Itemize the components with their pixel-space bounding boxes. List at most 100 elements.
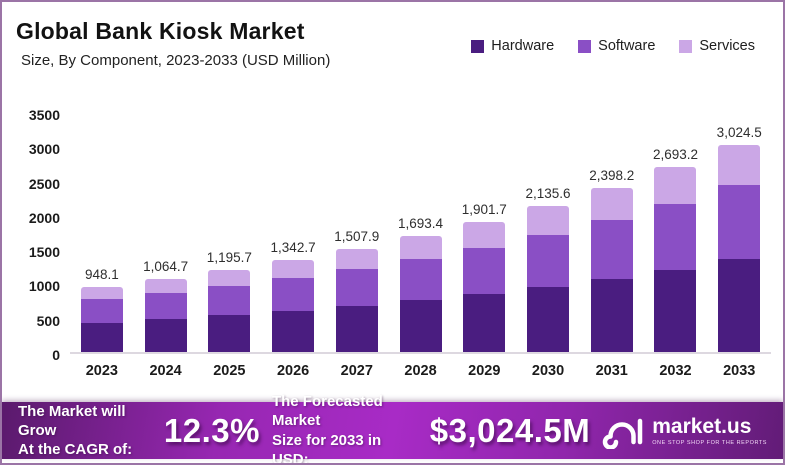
- bar-segment-software: [272, 278, 315, 311]
- bar-slot-2032: 2,693.2: [644, 114, 708, 352]
- y-tick-label: 3500: [28, 107, 60, 123]
- bar-segment-hardware: [590, 278, 633, 352]
- bar-value-label: 2,693.2: [652, 147, 698, 163]
- cagr-value: 12.3%: [163, 411, 260, 449]
- bar-segment-services: [399, 235, 442, 259]
- x-axis-label: 2033: [723, 363, 756, 379]
- bar-slot-2028: 1,693.4: [389, 114, 453, 352]
- cagr-banner: The Market will Grow At the CAGR of: 12.…: [2, 393, 783, 463]
- x-axis-label: 2032: [659, 363, 692, 379]
- y-tick-label: 2000: [28, 209, 60, 226]
- stacked-bar-2028: [399, 235, 442, 352]
- stacked-bar-2025: [208, 270, 251, 352]
- bar-segment-hardware: [335, 305, 378, 352]
- bar-value-label: 948.1: [84, 267, 119, 282]
- x-axis: 2023 2024 2025 2026 2027 2028 2029 2030 2031 2032…: [70, 354, 771, 379]
- forecast-label: The Forecasted Market Size for 2033 in U…: [272, 392, 418, 463]
- bar-segment-services: [144, 279, 187, 294]
- bar-segment-services: [654, 167, 697, 205]
- x-axis-label: 2030: [531, 363, 565, 379]
- stacked-bar-2024: [144, 279, 187, 352]
- bar-value-label: 1,064.7: [143, 259, 189, 274]
- bar-segment-software: [208, 286, 251, 316]
- forecast-value: $3,024.5M: [429, 411, 591, 449]
- x-axis-label: 2025: [213, 363, 246, 379]
- y-tick-label: 500: [36, 312, 60, 329]
- stacked-bar-2027: [335, 248, 378, 352]
- bar-segment-software: [335, 269, 378, 306]
- legend-swatch: [578, 39, 592, 53]
- bar-segment-services: [590, 187, 633, 221]
- bar-segment-software: [399, 258, 442, 301]
- legend-item-hardware: Hardware: [471, 38, 554, 54]
- legend-label: Services: [699, 38, 755, 54]
- bar-slot-2023: 948.1: [70, 114, 134, 352]
- stacked-bar-2029: [463, 221, 506, 352]
- bar-chart: 0 500 1000 1500 2000 2500 3000 3500 948.1 1,064.…: [16, 107, 771, 379]
- bar-segment-software: [654, 204, 697, 270]
- bar-segment-software: [144, 293, 187, 320]
- bar-segment-services: [335, 248, 378, 270]
- x-axis-label: 2028: [404, 363, 437, 379]
- legend-label: Software: [598, 38, 656, 54]
- y-tick-label: 1500: [28, 244, 60, 261]
- bar-segment-hardware: [272, 310, 315, 352]
- bar-segment-hardware: [144, 319, 187, 352]
- logo-text-block: market.us ONE STOP SHOP FOR THE REPORTS: [652, 416, 767, 446]
- bar-slot-2029: 1,901.7: [452, 114, 516, 352]
- x-axis-label: 2027: [340, 363, 373, 379]
- bar-segment-services: [208, 270, 251, 287]
- bar-segment-software: [590, 220, 633, 279]
- x-axis-label: 2029: [468, 363, 501, 379]
- bar-value-label: 1,901.7: [461, 201, 507, 217]
- logo-tagline: ONE STOP SHOP FOR THE REPORTS: [652, 439, 767, 446]
- x-axis-label: 2031: [595, 363, 628, 379]
- bar-slot-2031: 2,398.2: [580, 114, 644, 352]
- bar-value-label: 1,195.7: [206, 250, 252, 266]
- bar-segment-software: [80, 299, 123, 323]
- bar-value-label: 2,398.2: [589, 167, 635, 183]
- chart-legend: Hardware Software Services: [471, 38, 755, 54]
- cagr-label: The Market will Grow At the CAGR of:: [18, 402, 152, 460]
- bar-segment-services: [272, 259, 315, 279]
- bar-segment-hardware: [654, 269, 697, 352]
- bar-value-label: 2,135.6: [525, 185, 571, 201]
- x-axis-label: 2026: [276, 363, 310, 379]
- bar-segment-services: [527, 205, 569, 235]
- stacked-bar-2030: [527, 205, 569, 352]
- marketus-logo: market.us ONE STOP SHOP FOR THE REPORTS: [602, 413, 767, 449]
- stacked-bar-2023: [80, 287, 123, 352]
- bar-value-label: 1,507.9: [334, 228, 380, 244]
- legend-item-software: Software: [578, 38, 655, 54]
- page-title: Global Bank Kiosk Market: [16, 18, 305, 44]
- page-subtitle: Size, By Component, 2023-2033 (USD Milli…: [21, 52, 331, 69]
- y-tick-label: 2500: [28, 175, 60, 192]
- bar-segment-services: [718, 144, 761, 185]
- cagr-label-line2: At the CAGR of:: [18, 441, 133, 459]
- plot-area: 948.1 1,064.7 1,195.7 1,342.7 1,507.9 1,693.4…: [70, 114, 771, 354]
- bar-value-label: 1,342.7: [270, 239, 316, 255]
- legend-swatch: [471, 39, 485, 53]
- stacked-bar-2032: [654, 167, 697, 352]
- bar-slot-2027: 1,507.9: [325, 114, 389, 352]
- bar-segment-hardware: [527, 286, 569, 352]
- cagr-label-line1: The Market will Grow: [18, 402, 126, 439]
- legend-swatch: [679, 39, 693, 53]
- bar-segment-hardware: [463, 294, 506, 352]
- bar-segment-software: [527, 234, 569, 287]
- y-axis: 0 500 1000 1500 2000 2500 3000 3500: [16, 107, 60, 363]
- x-axis-label: 2024: [149, 363, 182, 379]
- stacked-bar-2031: [590, 187, 633, 352]
- legend-label: Hardware: [491, 38, 555, 54]
- chart-header: Global Bank Kiosk Market Size, By Compon…: [2, 2, 783, 69]
- x-axis-label: 2023: [85, 363, 118, 379]
- bar-slot-2025: 1,195.7: [197, 114, 261, 352]
- legend-item-services: Services: [679, 38, 755, 54]
- y-tick-label: 0: [52, 347, 60, 363]
- bar-segment-hardware: [208, 315, 251, 352]
- bar-segment-services: [80, 287, 123, 300]
- stacked-bar-2026: [272, 259, 315, 352]
- bar-segment-services: [463, 221, 506, 248]
- y-tick-label: 3000: [28, 141, 60, 158]
